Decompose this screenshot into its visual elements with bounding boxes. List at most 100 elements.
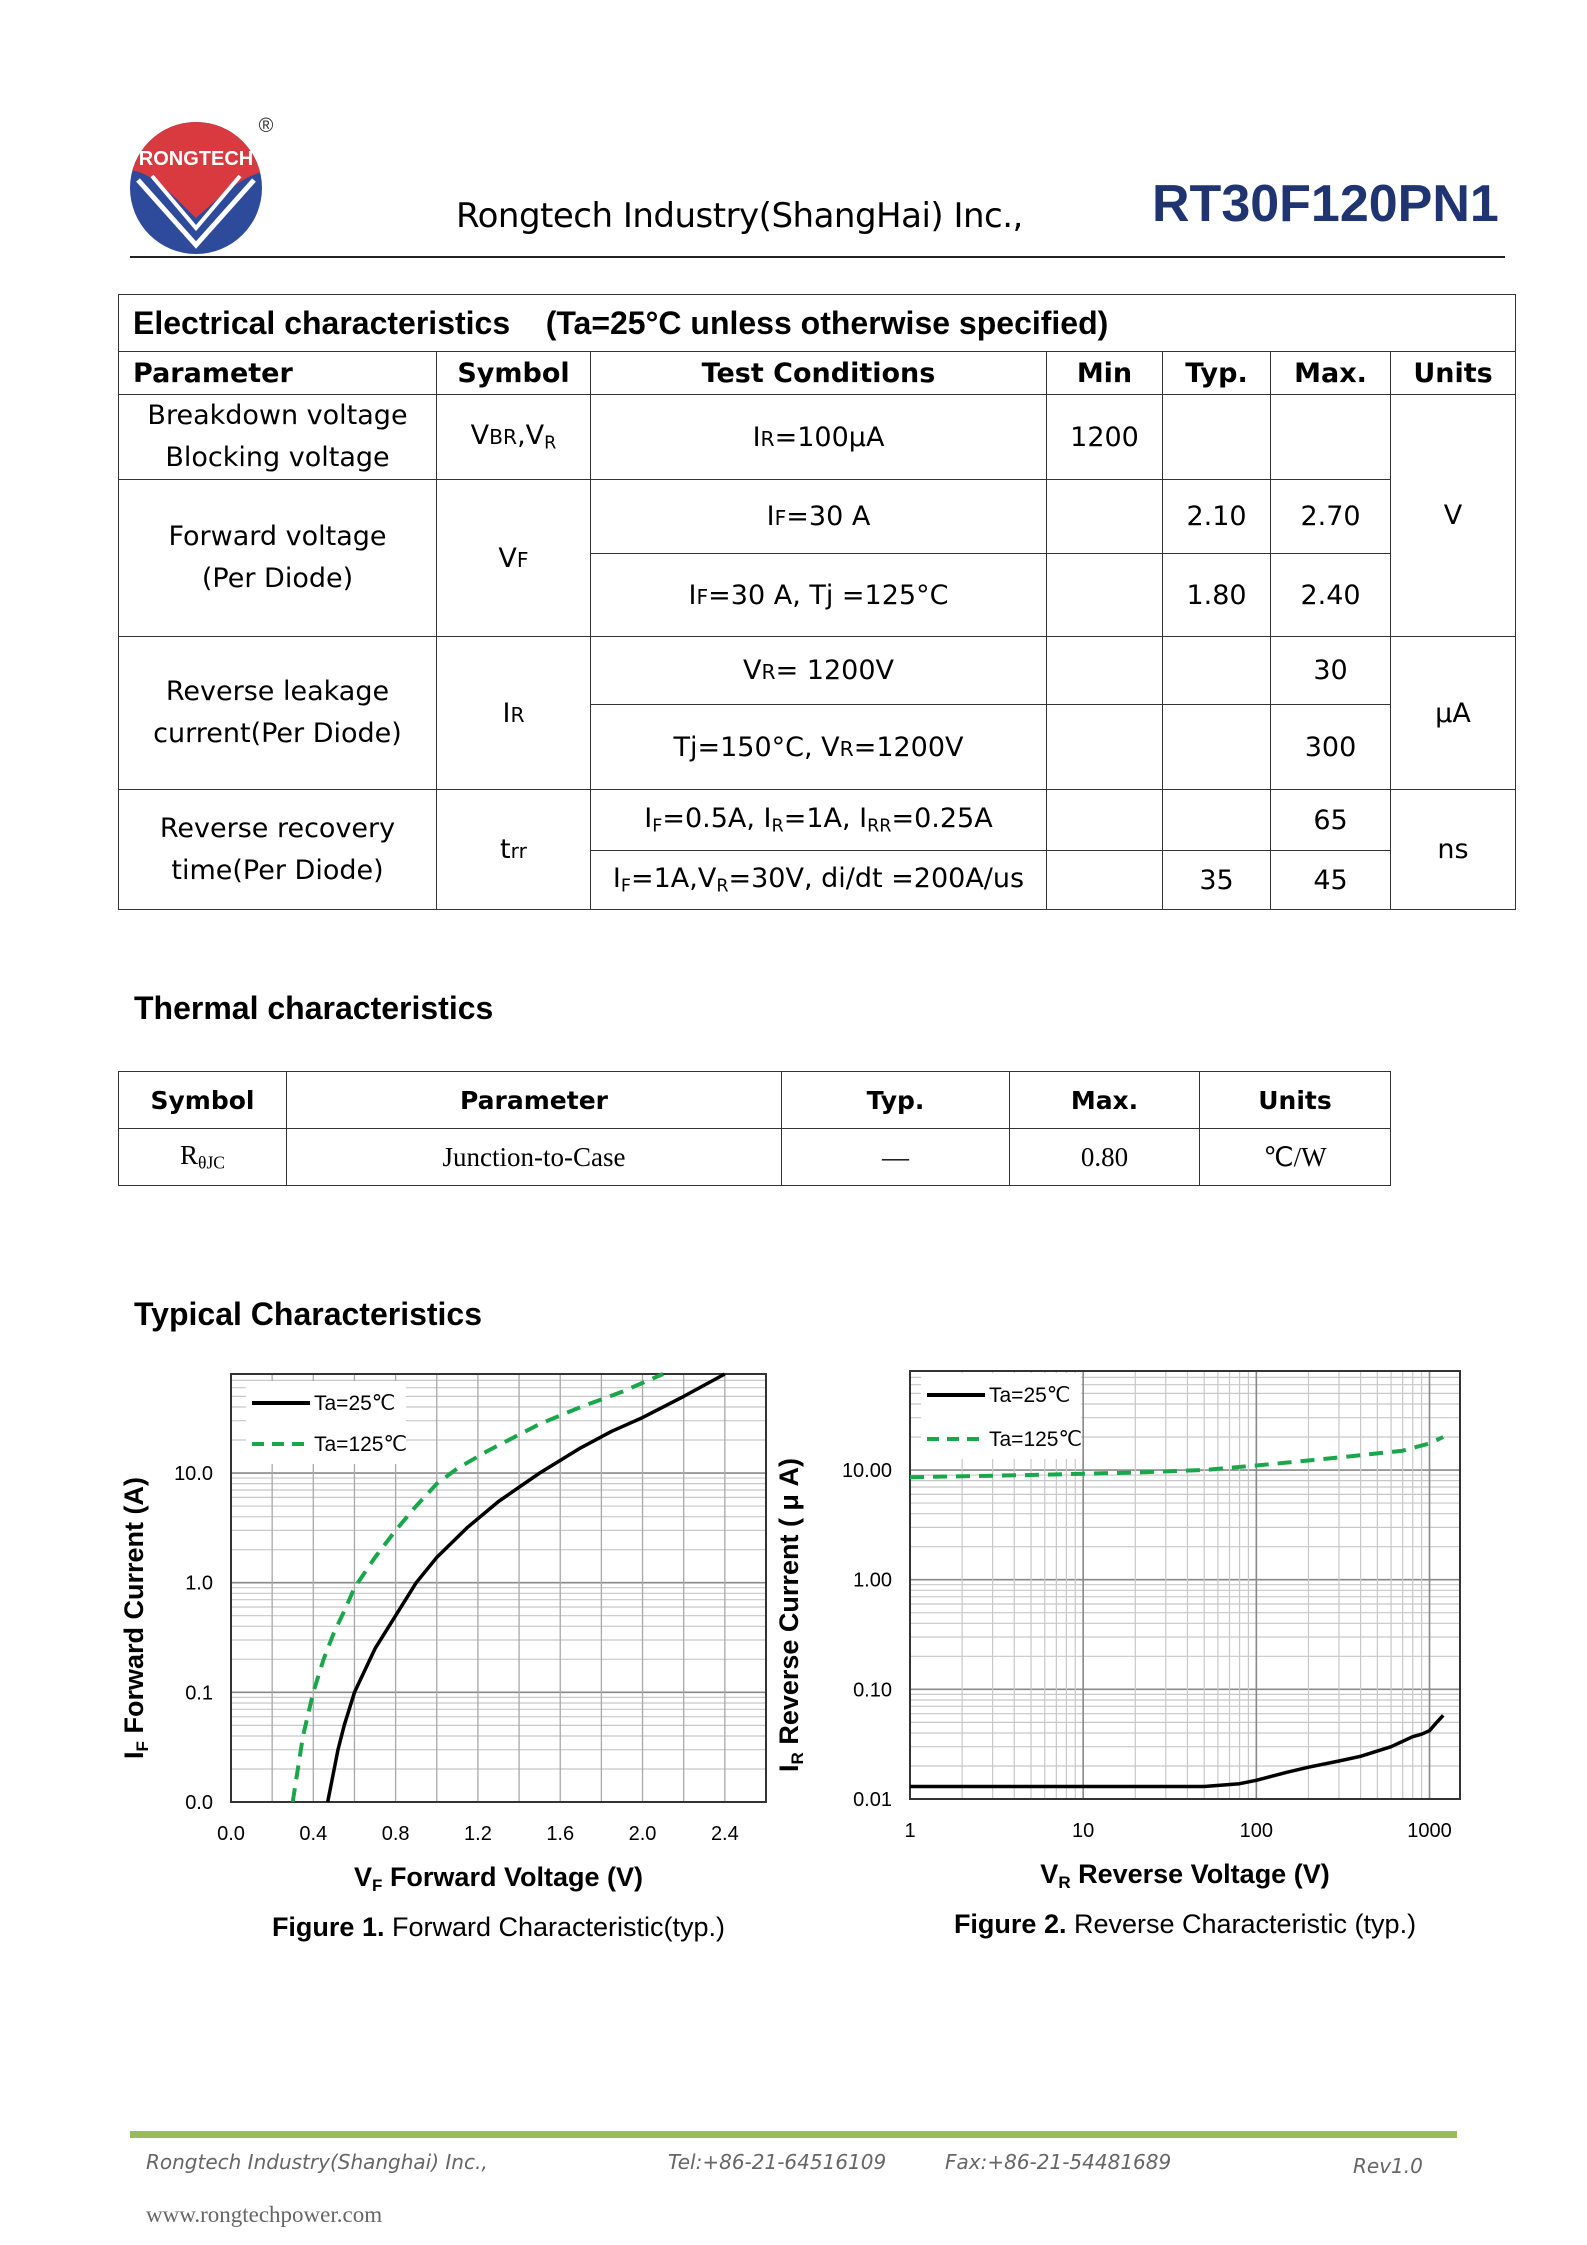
footer-company: Rongtech Industry(Shanghai) Inc., xyxy=(146,2150,488,2174)
svg-text:®: ® xyxy=(259,115,274,137)
col-header-units: Units xyxy=(1199,1071,1391,1129)
x-tick-label: 1 xyxy=(904,1820,915,1842)
y-tick-label: 0.0 xyxy=(185,1792,213,1814)
x-tick-label: 1000 xyxy=(1407,1820,1452,1842)
legend-label: Ta=25℃ xyxy=(314,1392,395,1415)
header-divider xyxy=(130,256,1505,258)
symbol-cell: trr xyxy=(436,789,591,910)
series-line xyxy=(290,1372,664,1803)
min-cell xyxy=(1046,479,1163,554)
typ-cell: — xyxy=(781,1128,1010,1186)
col-header-max: Max. xyxy=(1009,1071,1200,1129)
table-title: Electrical characteristics (Ta=25°C unle… xyxy=(117,294,1517,352)
col-header-test-conditions: Test Conditions xyxy=(590,351,1047,395)
col-header-min: Min xyxy=(1046,351,1163,395)
min-cell xyxy=(1046,553,1163,637)
x-tick-label: 2.0 xyxy=(629,1823,657,1845)
figure-caption: Figure 2. Reverse Characteristic (typ.) xyxy=(954,1909,1416,1939)
legend-label: Ta=25℃ xyxy=(989,1384,1070,1407)
x-axis-label: VF Forward Voltage (V) xyxy=(354,1862,643,1895)
col-header-typ: Typ. xyxy=(1162,351,1271,395)
max-cell xyxy=(1270,394,1391,480)
y-tick-label: 10.00 xyxy=(842,1460,892,1482)
parameter-cell: Forward voltage (Per Diode) xyxy=(118,479,437,637)
symbol-cell: VF xyxy=(436,479,591,637)
condition-cell: IF=30 A, Tj =125°C xyxy=(590,553,1047,637)
company-name: Rongtech Industry(ShangHai) Inc., xyxy=(456,196,1023,236)
max-cell: 300 xyxy=(1270,704,1391,790)
typ-cell: 35 xyxy=(1162,850,1271,910)
units-cell: μA xyxy=(1389,636,1517,790)
forward-characteristic-chart: 0.0 0.4 0.8 1.2 1.6 2.0 2.4 0.0 0.1 1.0 10.0 Ta=25℃… xyxy=(119,1372,767,1942)
x-tick-label: 0.0 xyxy=(217,1823,245,1845)
legend-box xyxy=(921,1373,1081,1459)
x-tick-label: 10 xyxy=(1072,1820,1094,1842)
typ-cell: 2.10 xyxy=(1162,479,1271,554)
units-cell: V xyxy=(1389,394,1517,637)
table-row: Breakdown voltage Blocking voltage VBR,VR… xyxy=(118,394,1517,637)
typ-cell: 1.80 xyxy=(1162,553,1271,637)
typ-cell xyxy=(1162,704,1271,790)
units-cell: ns xyxy=(1389,789,1517,910)
symbol-cell: VBR,VR xyxy=(436,394,591,480)
typ-cell xyxy=(1162,789,1271,851)
x-tick-label: 0.4 xyxy=(299,1823,327,1845)
min-cell xyxy=(1046,704,1163,790)
typ-cell xyxy=(1162,636,1271,705)
part-number: RT30F120PN1 xyxy=(1152,175,1499,233)
min-cell: 1200 xyxy=(1046,394,1163,480)
table-row: RθJC Junction-to-Case — 0.80 ℃/W xyxy=(118,1128,1391,1186)
footer-fax: Fax:+86-21-54481689 xyxy=(945,2150,1172,2174)
y-axis-label: IF Forward Current (A) xyxy=(119,1477,152,1759)
table-row: IF=1A,VR=30V, di/dt =200A/us 35 45 xyxy=(119,850,1516,910)
rongtech-logo: RONGTECH ® xyxy=(130,115,274,254)
col-header-parameter: Parameter xyxy=(286,1071,782,1129)
x-tick-label: 1.2 xyxy=(464,1823,492,1845)
table-row: Reverse recovery time(Per Diode) trr IF=0… xyxy=(118,789,1517,910)
symbol-cell: RθJC xyxy=(118,1128,287,1186)
y-axis-label: IR Reverse Current ( μ A) xyxy=(774,1458,807,1772)
x-tick-label: 2.4 xyxy=(711,1823,739,1845)
plot-frame xyxy=(909,1370,1461,1800)
figure-caption: Figure 1. Forward Characteristic(typ.) xyxy=(272,1912,725,1942)
legend-label: Ta=125℃ xyxy=(314,1433,407,1456)
condition-cell: IF=0.5A, IR=1A, IRR=0.25A xyxy=(590,789,1047,851)
units-cell: ℃/W xyxy=(1199,1128,1391,1186)
parameter-cell: Reverse recovery time(Per Diode) xyxy=(118,789,437,910)
legend-box xyxy=(246,1381,406,1464)
electrical-characteristics-table: Electrical characteristics (Ta=25°C unle… xyxy=(117,294,1517,910)
col-header-symbol: Symbol xyxy=(436,351,591,395)
x-tick-label: 1.6 xyxy=(546,1823,574,1845)
condition-cell: IF=1A,VR=30V, di/dt =200A/us xyxy=(590,850,1047,910)
max-cell: 30 xyxy=(1270,636,1391,705)
min-cell xyxy=(1046,850,1163,910)
footer-divider xyxy=(130,2131,1457,2138)
table-row: Forward voltage (Per Diode) VF IF=30 A 2.… xyxy=(118,479,1516,637)
x-tick-label: 100 xyxy=(1240,1820,1273,1842)
table-row: Reverse leakage current(Per Diode) IR VR=… xyxy=(118,636,1517,790)
plot-frame xyxy=(230,1373,767,1803)
footer-tel: Tel:+86-21-64516109 xyxy=(668,2150,887,2174)
x-tick-label: 0.8 xyxy=(382,1823,410,1845)
max-cell: 2.70 xyxy=(1270,479,1391,554)
thermal-section-title: Thermal characteristics xyxy=(134,990,494,1026)
parameter-cell: Reverse leakage current(Per Diode) xyxy=(118,636,437,790)
max-cell: 0.80 xyxy=(1009,1128,1200,1186)
footer-revision: Rev1.0 xyxy=(1353,2154,1423,2178)
y-tick-label: 0.1 xyxy=(185,1682,213,1704)
y-tick-label: 0.10 xyxy=(853,1679,892,1701)
table-row: IF=30 A, Tj =125°C 1.80 2.40 xyxy=(119,553,1516,637)
svg-text:RONGTECH: RONGTECH xyxy=(139,148,253,170)
y-tick-label: 10.0 xyxy=(174,1463,213,1485)
series-line xyxy=(909,1435,1445,1480)
max-cell: 65 xyxy=(1270,789,1391,851)
reverse-characteristic-chart: 1 10 100 1000 0.01 0.10 1.00 10.00 Ta=25℃ Ta=125℃… xyxy=(774,1370,1461,1939)
col-header-symbol: Symbol xyxy=(118,1071,287,1129)
footer-website-link[interactable]: www.rongtechpower.com xyxy=(146,2202,383,2227)
col-header-max: Max. xyxy=(1270,351,1391,395)
condition-cell: IF=30 A xyxy=(590,479,1047,554)
symbol-cell: IR xyxy=(436,636,591,790)
table-row: Tj=150°C, VR=1200V 300 xyxy=(119,704,1516,790)
thermal-characteristics-table: Symbol Parameter Typ. Max. Units RθJC Ju… xyxy=(118,1071,1391,1186)
legend-label: Ta=125℃ xyxy=(989,1428,1082,1451)
